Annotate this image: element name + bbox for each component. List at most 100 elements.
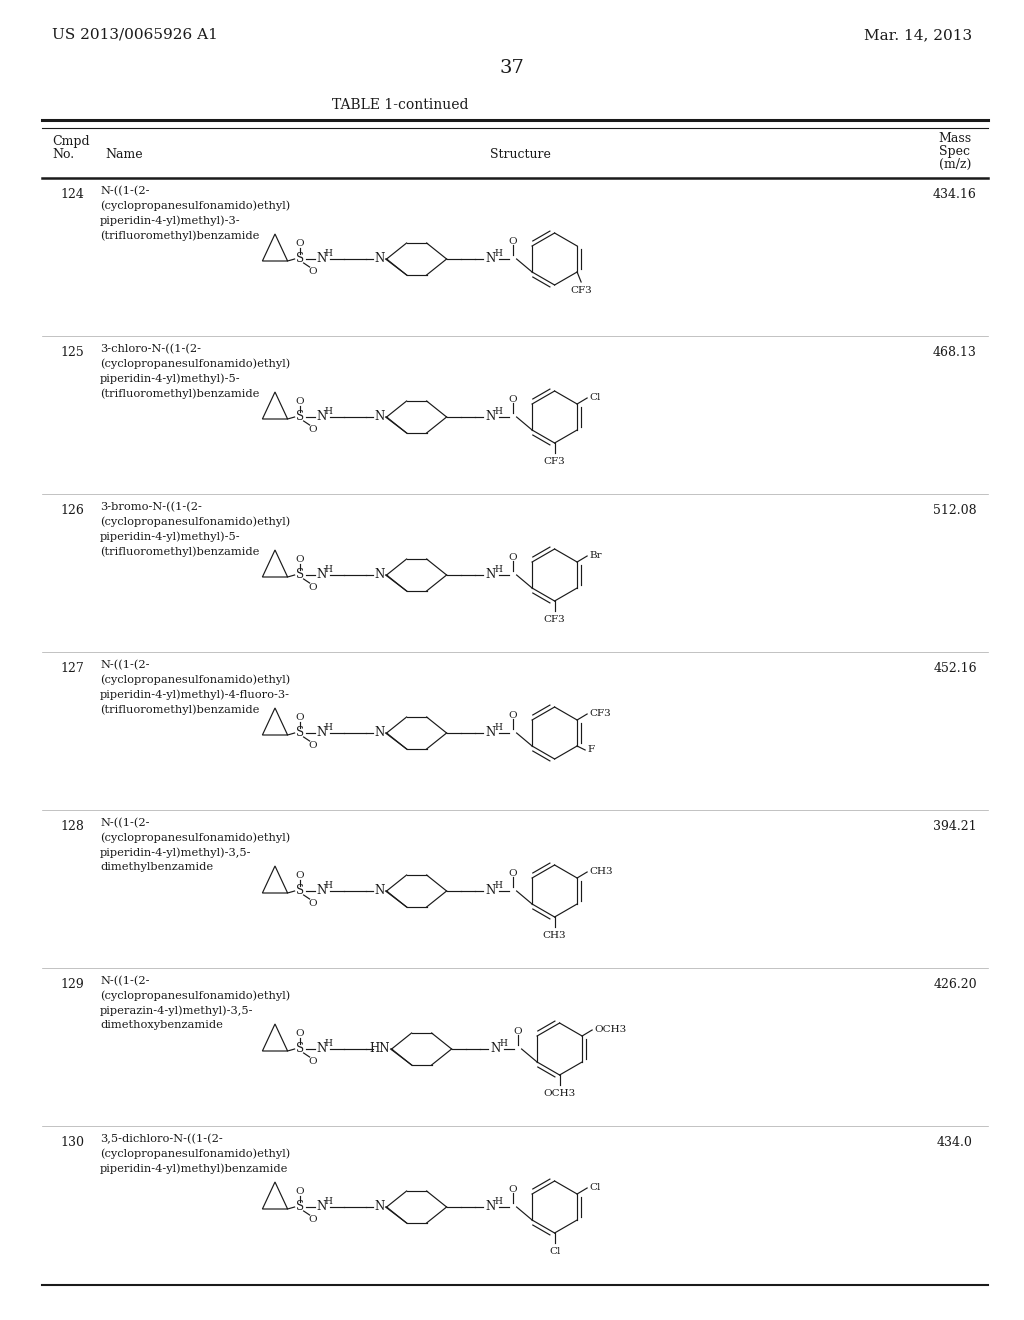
Text: O: O (508, 1184, 517, 1193)
Text: S: S (296, 569, 304, 582)
Text: H: H (495, 882, 503, 891)
Text: N: N (316, 726, 327, 739)
Text: OCH3: OCH3 (544, 1089, 575, 1098)
Text: O: O (508, 869, 517, 878)
Text: N: N (485, 1200, 496, 1213)
Text: N: N (490, 1043, 501, 1056)
Text: Cl: Cl (589, 393, 600, 403)
Text: O: O (513, 1027, 522, 1035)
Text: 37: 37 (500, 59, 524, 77)
Text: N: N (316, 252, 327, 265)
Text: N-((1-(2-
(cyclopropanesulfonamido)ethyl)
piperidin-4-yl)methyl)-3,5-
dimethylbe: N-((1-(2- (cyclopropanesulfonamido)ethyl… (100, 818, 290, 873)
Text: CF3: CF3 (570, 286, 592, 294)
Text: Cl: Cl (549, 1247, 560, 1257)
Text: N: N (485, 726, 496, 739)
Text: H: H (325, 882, 333, 891)
Text: O: O (308, 899, 316, 908)
Text: H: H (325, 723, 333, 733)
Text: O: O (295, 1028, 304, 1038)
Text: O: O (508, 236, 517, 246)
Text: Br: Br (589, 552, 602, 561)
Text: 512.08: 512.08 (933, 504, 977, 517)
Text: O: O (295, 1187, 304, 1196)
Text: 426.20: 426.20 (933, 978, 977, 991)
Text: 128: 128 (60, 820, 84, 833)
Text: S: S (296, 1043, 304, 1056)
Text: H: H (495, 1197, 503, 1206)
Text: CF3: CF3 (544, 457, 565, 466)
Text: H: H (325, 408, 333, 417)
Text: N: N (316, 1043, 327, 1056)
Text: O: O (295, 713, 304, 722)
Text: N: N (375, 411, 385, 424)
Text: 125: 125 (60, 346, 84, 359)
Text: S: S (296, 884, 304, 898)
Text: O: O (308, 267, 316, 276)
Text: N-((1-(2-
(cyclopropanesulfonamido)ethyl)
piperazin-4-yl)methyl)-3,5-
dimethoxyb: N-((1-(2- (cyclopropanesulfonamido)ethyl… (100, 975, 290, 1030)
Text: H: H (325, 249, 333, 259)
Text: N-((1-(2-
(cyclopropanesulfonamido)ethyl)
piperidin-4-yl)methyl)-4-fluoro-3-
(tr: N-((1-(2- (cyclopropanesulfonamido)ethyl… (100, 660, 290, 715)
Text: Structure: Structure (489, 149, 551, 161)
Text: N-((1-(2-
(cyclopropanesulfonamido)ethyl)
piperidin-4-yl)methyl)-3-
(trifluorome: N-((1-(2- (cyclopropanesulfonamido)ethyl… (100, 186, 290, 240)
Text: 127: 127 (60, 663, 84, 675)
Text: O: O (308, 582, 316, 591)
Text: N: N (316, 411, 327, 424)
Text: N: N (485, 569, 496, 582)
Text: 126: 126 (60, 504, 84, 517)
Text: No.: No. (52, 149, 74, 161)
Text: 434.16: 434.16 (933, 187, 977, 201)
Text: N: N (316, 569, 327, 582)
Text: Mass: Mass (938, 132, 972, 144)
Text: O: O (295, 239, 304, 248)
Text: O: O (508, 710, 517, 719)
Text: 434.0: 434.0 (937, 1137, 973, 1148)
Text: F: F (587, 746, 594, 755)
Text: H: H (325, 565, 333, 574)
Text: 130: 130 (60, 1137, 84, 1148)
Text: N: N (375, 884, 385, 898)
Text: S: S (296, 726, 304, 739)
Text: O: O (295, 554, 304, 564)
Text: CF3: CF3 (589, 710, 611, 718)
Text: H: H (495, 565, 503, 574)
Text: O: O (308, 1056, 316, 1065)
Text: Cmpd: Cmpd (52, 136, 90, 149)
Text: US 2013/0065926 A1: US 2013/0065926 A1 (52, 28, 218, 42)
Text: 3-chloro-N-((1-(2-
(cyclopropanesulfonamido)ethyl)
piperidin-4-yl)methyl)-5-
(tr: 3-chloro-N-((1-(2- (cyclopropanesulfonam… (100, 345, 290, 399)
Text: H: H (495, 249, 503, 259)
Text: (m/z): (m/z) (939, 157, 971, 170)
Text: N: N (375, 252, 385, 265)
Text: O: O (508, 553, 517, 561)
Text: HN: HN (370, 1043, 390, 1056)
Text: O: O (295, 870, 304, 879)
Text: S: S (296, 1200, 304, 1213)
Text: 124: 124 (60, 187, 84, 201)
Text: N: N (375, 1200, 385, 1213)
Text: 468.13: 468.13 (933, 346, 977, 359)
Text: N: N (485, 252, 496, 265)
Text: 3,5-dichloro-N-((1-(2-
(cyclopropanesulfonamido)ethyl)
piperidin-4-yl)methyl)ben: 3,5-dichloro-N-((1-(2- (cyclopropanesulf… (100, 1134, 290, 1173)
Text: 452.16: 452.16 (933, 663, 977, 675)
Text: N: N (375, 726, 385, 739)
Text: 3-bromo-N-((1-(2-
(cyclopropanesulfonamido)ethyl)
piperidin-4-yl)methyl)-5-
(tri: 3-bromo-N-((1-(2- (cyclopropanesulfonami… (100, 502, 290, 557)
Text: 394.21: 394.21 (933, 820, 977, 833)
Text: H: H (500, 1040, 508, 1048)
Text: Name: Name (105, 149, 142, 161)
Text: O: O (308, 1214, 316, 1224)
Text: O: O (308, 425, 316, 433)
Text: CH3: CH3 (543, 931, 566, 940)
Text: H: H (495, 408, 503, 417)
Text: Cl: Cl (589, 1184, 600, 1192)
Text: N: N (375, 569, 385, 582)
Text: CF3: CF3 (544, 615, 565, 624)
Text: N: N (485, 411, 496, 424)
Text: 129: 129 (60, 978, 84, 991)
Text: N: N (316, 1200, 327, 1213)
Text: O: O (508, 395, 517, 404)
Text: OCH3: OCH3 (594, 1026, 627, 1035)
Text: Spec: Spec (939, 144, 971, 157)
Text: H: H (325, 1040, 333, 1048)
Text: S: S (296, 411, 304, 424)
Text: Mar. 14, 2013: Mar. 14, 2013 (864, 28, 972, 42)
Text: CH3: CH3 (589, 867, 612, 876)
